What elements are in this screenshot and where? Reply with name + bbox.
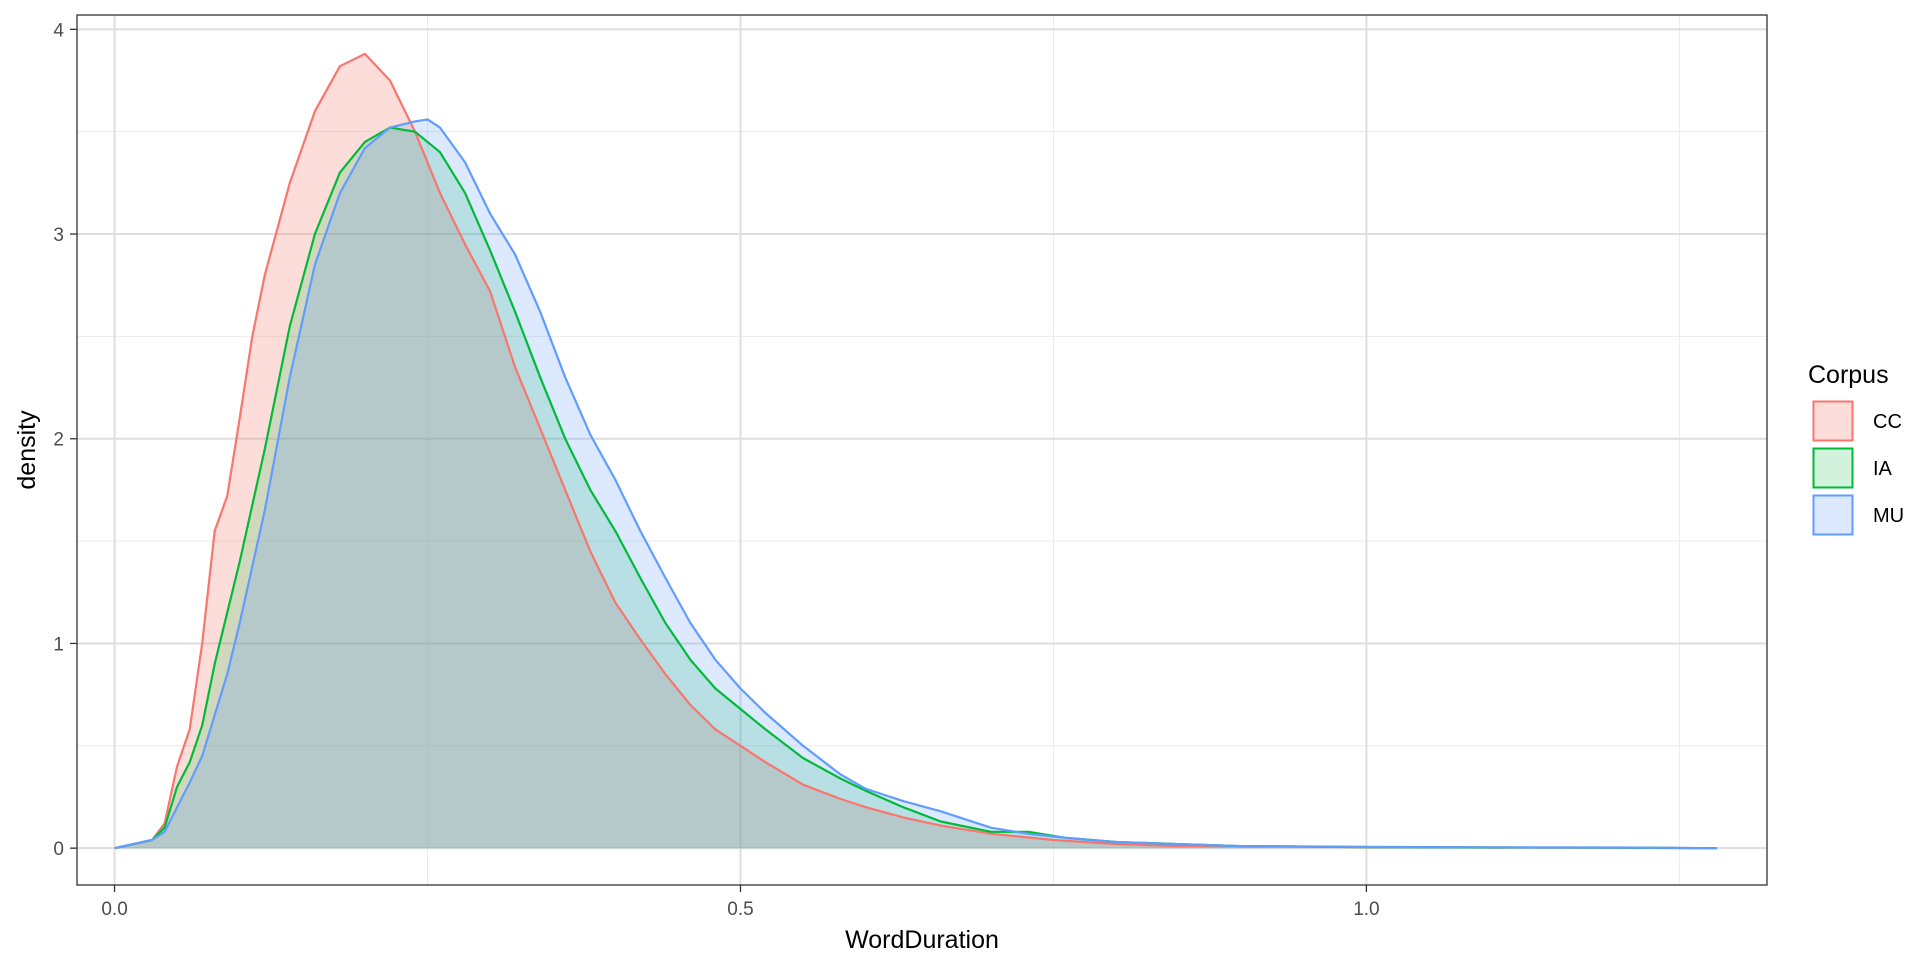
x-axis-title: WordDuration xyxy=(845,926,999,954)
density-areas xyxy=(114,53,1717,849)
area-cc xyxy=(114,53,1717,849)
legend-label-cc: CC xyxy=(1873,411,1902,433)
y-tick-label: 0 xyxy=(53,839,64,860)
density-lines xyxy=(114,52,1717,850)
y-axis: 0 1 2 3 4 xyxy=(53,20,77,860)
panel-border xyxy=(76,14,1768,886)
legend-items: CC IA MU xyxy=(1812,400,1904,536)
x-tick-label: 0.5 xyxy=(727,899,753,920)
legend-label-ia: IA xyxy=(1873,458,1893,480)
legend-key-bg xyxy=(1812,494,1854,536)
area-mu xyxy=(114,119,1717,849)
y-axis-title: density xyxy=(13,410,41,490)
x-tick-label: 1.0 xyxy=(1353,899,1379,920)
legend-swatch-mu xyxy=(1812,494,1854,536)
legend-swatch-ia xyxy=(1812,447,1854,489)
y-tick-label: 3 xyxy=(53,225,64,246)
legend-swatch-cc xyxy=(1812,400,1854,442)
legend: Corpus CC IA MU xyxy=(1808,361,1904,536)
legend-title: Corpus xyxy=(1808,361,1889,389)
x-axis: 0.0 0.5 1.0 xyxy=(101,885,1380,920)
legend-key-bg xyxy=(1812,400,1854,442)
x-tick-label: 0.0 xyxy=(101,899,127,920)
y-tick-label: 4 xyxy=(53,20,64,41)
area-ia xyxy=(114,127,1717,849)
y-tick-label: 1 xyxy=(53,634,64,655)
legend-key-bg xyxy=(1812,447,1854,489)
line-cc xyxy=(114,52,1717,850)
legend-label-mu: MU xyxy=(1873,505,1904,527)
line-mu xyxy=(114,118,1717,850)
y-tick-label: 2 xyxy=(53,430,64,451)
